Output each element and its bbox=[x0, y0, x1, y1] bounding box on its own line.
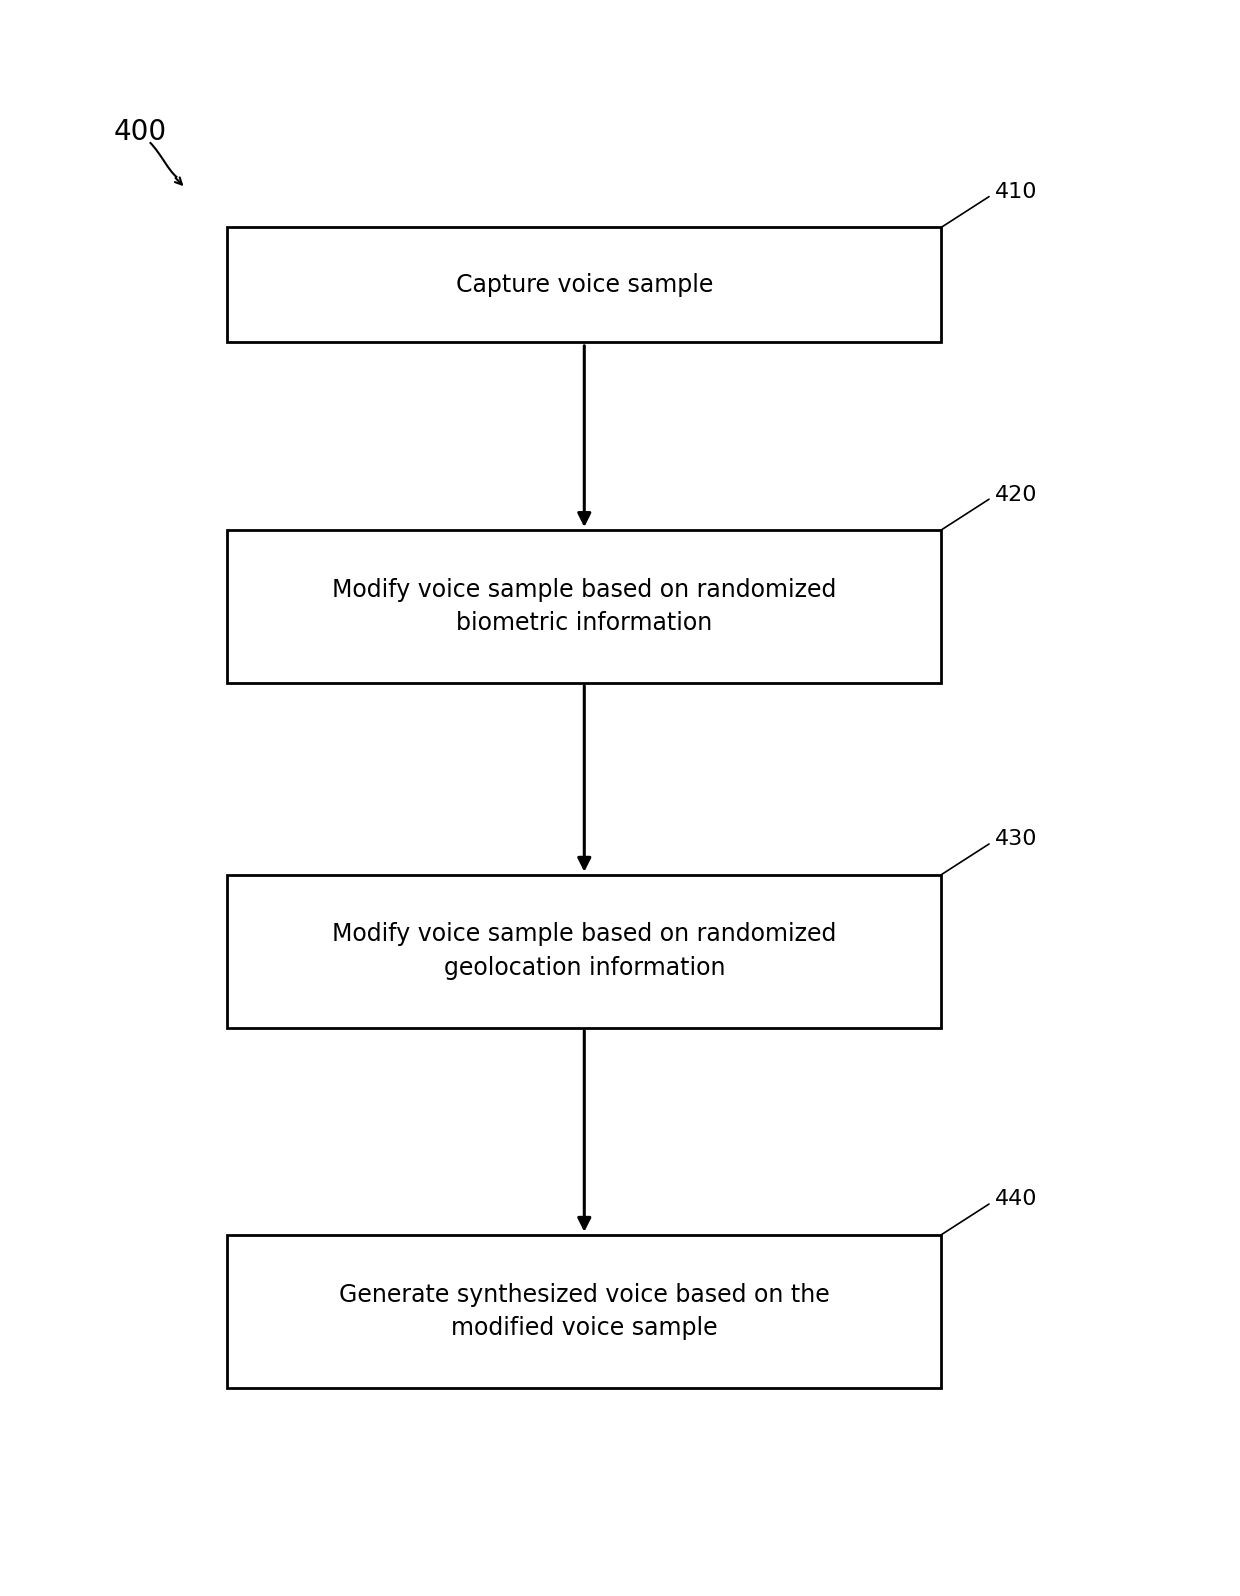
FancyBboxPatch shape bbox=[227, 227, 941, 342]
Text: 440: 440 bbox=[994, 1189, 1038, 1210]
Text: Capture voice sample: Capture voice sample bbox=[455, 273, 713, 297]
FancyBboxPatch shape bbox=[227, 530, 941, 683]
FancyBboxPatch shape bbox=[227, 1235, 941, 1389]
Text: 410: 410 bbox=[994, 182, 1038, 203]
Text: 400: 400 bbox=[114, 118, 167, 145]
FancyBboxPatch shape bbox=[227, 875, 941, 1028]
Text: Generate synthesized voice based on the
modified voice sample: Generate synthesized voice based on the … bbox=[339, 1283, 830, 1341]
Text: Modify voice sample based on randomized
biometric information: Modify voice sample based on randomized … bbox=[332, 578, 837, 635]
Text: 430: 430 bbox=[994, 830, 1038, 849]
Text: Modify voice sample based on randomized
geolocation information: Modify voice sample based on randomized … bbox=[332, 922, 837, 980]
Text: 420: 420 bbox=[994, 485, 1038, 504]
